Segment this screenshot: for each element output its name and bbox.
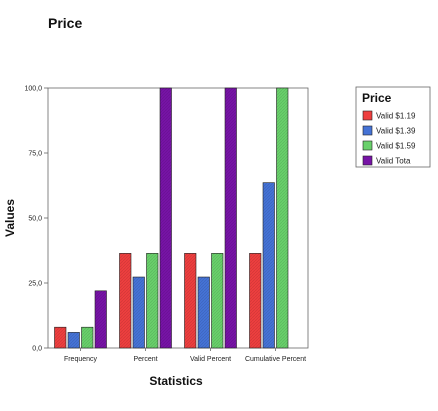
bar-texture bbox=[68, 332, 80, 348]
x-tick-label: Valid Percent bbox=[190, 356, 231, 363]
bar-texture bbox=[263, 182, 275, 348]
legend-label: Valid $1.39 bbox=[376, 127, 416, 136]
y-tick-label: 50,0 bbox=[28, 216, 42, 223]
y-tick-label: 75,0 bbox=[28, 151, 42, 158]
bar-texture bbox=[198, 277, 210, 348]
y-tick-label: 25,0 bbox=[28, 281, 42, 288]
legend-label: Valid $1.19 bbox=[376, 112, 416, 121]
bar-texture bbox=[81, 327, 93, 348]
y-axis-title: Values bbox=[3, 199, 17, 237]
bar-texture bbox=[211, 253, 223, 348]
legend-swatch bbox=[362, 125, 373, 136]
bar-texture bbox=[146, 253, 158, 348]
bar-texture bbox=[95, 290, 107, 348]
x-axis-title: Statistics bbox=[149, 374, 203, 388]
legend-title: Price bbox=[362, 91, 392, 105]
y-axis: 0,0 25,0 50,0 75,0 100,0 bbox=[24, 86, 48, 353]
bar-texture bbox=[133, 277, 145, 348]
chart-title: Price bbox=[48, 15, 82, 31]
legend-swatch bbox=[362, 155, 373, 166]
x-tick-label: Percent bbox=[133, 356, 157, 363]
y-tick-label: 100,0 bbox=[24, 86, 42, 93]
bar-texture bbox=[119, 253, 131, 348]
legend-label: Valid $1.59 bbox=[376, 142, 416, 151]
bar-texture bbox=[54, 327, 66, 348]
y-tick-label: 0,0 bbox=[32, 346, 42, 353]
x-tick-label: Cumulative Percent bbox=[245, 356, 306, 363]
legend-items: Valid $1.19 Valid $1.39 Valid $1.59 Valid T… bbox=[362, 110, 416, 166]
bar-texture bbox=[184, 253, 196, 348]
legend-swatch bbox=[362, 140, 373, 151]
bar-texture bbox=[276, 88, 288, 348]
x-tick-label: Frequency bbox=[64, 356, 98, 363]
bar-texture bbox=[160, 88, 172, 348]
bar-series-group bbox=[54, 87, 289, 349]
legend-label: Valid Tota bbox=[376, 157, 411, 166]
bar-texture bbox=[249, 253, 261, 348]
legend-swatch bbox=[362, 110, 373, 121]
x-axis: Frequency Percent Valid Percent Cumulative … bbox=[64, 348, 306, 363]
bar-texture bbox=[225, 88, 237, 348]
